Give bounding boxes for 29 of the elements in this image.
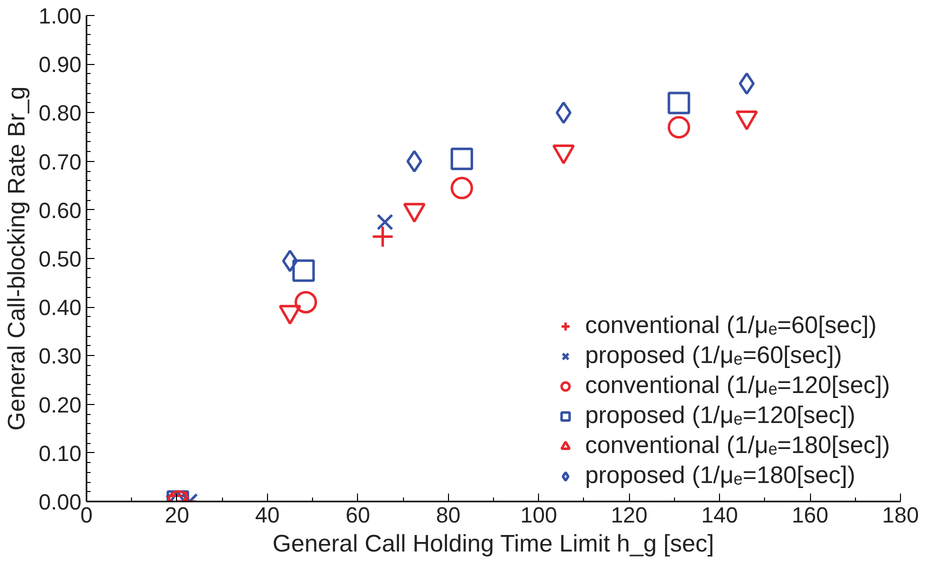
y-tick-label: 0.90 (38, 52, 82, 78)
y-tick-label: 0.00 (38, 490, 82, 514)
y-tick-label: 0.20 (38, 392, 82, 418)
x-tick-label: 20 (164, 502, 190, 528)
y-tick-label: 0.50 (38, 246, 82, 272)
y-tick-label: 0.30 (38, 344, 82, 369)
y-axis-title: General Call-blocking Rate Br_g (4, 86, 31, 431)
legend-label: proposed (1/μₑ=120[sec]) (585, 401, 856, 431)
y-tick-label: 0.60 (38, 198, 82, 223)
x-tick-label: 140 (701, 502, 738, 528)
legend-label: conventional (1/μₑ=180[sec]) (585, 431, 890, 461)
legend-label: proposed (1/μₑ=60[sec]) (585, 341, 842, 371)
x-tick-label: 0 (80, 502, 93, 528)
legend-label: proposed (1/μₑ=180[sec]) (585, 461, 856, 491)
y-tick-label: 0.70 (38, 149, 82, 174)
x-tick-label: 120 (610, 502, 648, 528)
x-tick-label: 100 (520, 502, 558, 528)
y-tick-label: 0.10 (38, 440, 82, 466)
x-tick-label: 40 (255, 502, 280, 528)
x-tick-label: 180 (882, 502, 919, 528)
x-tick-label: 60 (346, 502, 370, 528)
legend-label: conventional (1/μₑ=120[sec]) (585, 371, 890, 401)
legend-label: conventional (1/μₑ=60[sec]) (585, 311, 877, 341)
y-tick-label: 1.00 (38, 4, 82, 28)
x-tick-label: 80 (436, 502, 461, 528)
y-tick-label: 0.80 (38, 100, 82, 126)
x-axis-title: General Call Holding Time Limit h_g [sec] (272, 530, 714, 558)
y-tick-label: 0.40 (38, 295, 82, 320)
x-tick-label: 160 (792, 502, 828, 528)
